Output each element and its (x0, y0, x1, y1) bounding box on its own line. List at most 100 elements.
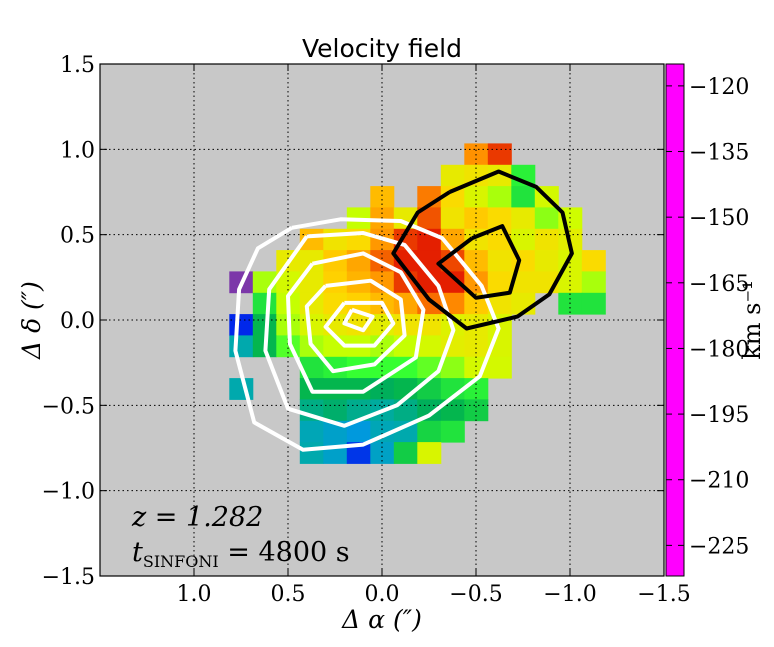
velocity-pixel (581, 250, 606, 272)
white-contour (233, 217, 501, 452)
flux-contours (233, 169, 574, 452)
axis-ticks: 1.0 0.5 0.0 −0.5 −1.0 −1.5 1.5 1.0 0.5 0.0 −0.5 −1.… (42, 53, 691, 607)
velocity-pixel (511, 186, 536, 208)
velocity-pixel (417, 271, 442, 294)
velocity-pixel (323, 356, 348, 379)
velocity-pixel (370, 186, 395, 208)
x-tick-label: 0.5 (271, 582, 306, 607)
velocity-pixel (534, 207, 559, 230)
y-tick-label: 1.0 (60, 138, 95, 163)
x-tick-label: 1.0 (177, 582, 212, 607)
exposure-value: = 4800 s (219, 537, 350, 568)
velocity-pixel (511, 228, 536, 251)
velocity-pixel (229, 314, 254, 336)
colorbar-tick-label: −210 (689, 469, 749, 494)
velocity-pixel (417, 207, 442, 230)
white-contour (286, 251, 426, 394)
velocity-pixel (417, 250, 442, 272)
black-contour (391, 169, 574, 331)
white-contour (342, 307, 375, 333)
velocity-pixel (229, 335, 254, 358)
velocity-pixel (464, 186, 489, 208)
velocity-pixel (581, 292, 606, 315)
redshift-annotation: z = 1.282 (131, 502, 263, 533)
velocity-pixel (370, 271, 395, 294)
velocity-pixel (487, 207, 512, 230)
velocity-pixel (417, 378, 442, 400)
velocity-pixel (299, 250, 324, 272)
exposure-subscript: SINFONI (143, 552, 219, 571)
velocity-pixel (534, 228, 559, 251)
x-tick-label: 0.0 (365, 582, 400, 607)
colorbar (665, 63, 685, 577)
colorbar-tick-label: −180 (689, 337, 749, 362)
exposure-t: t (132, 537, 143, 568)
x-axis-label: Δ α (″) (341, 605, 422, 634)
velocity-pixel (581, 271, 606, 294)
velocity-pixel (440, 271, 465, 294)
velocity-pixel (464, 164, 489, 187)
velocity-pixel (370, 442, 395, 464)
velocity-pixel (346, 442, 371, 464)
colorbar-tick-label: −225 (689, 534, 749, 559)
white-contour (323, 300, 396, 348)
velocity-pixel (487, 164, 512, 187)
velocity-pixel (440, 164, 465, 187)
velocity-pixel (511, 271, 536, 294)
velocity-pixel (558, 271, 583, 294)
velocity-pixel (393, 335, 418, 358)
y-tick-label: 1.5 (60, 53, 95, 78)
velocity-pixel (323, 378, 348, 400)
velocity-pixel (487, 250, 512, 272)
velocity-pixel (440, 207, 465, 230)
velocity-pixel (229, 378, 254, 400)
velocity-pixel (464, 335, 489, 358)
x-tick-label: −0.5 (449, 582, 502, 607)
velocity-pixel (393, 420, 418, 443)
velocity-pixel (417, 399, 442, 422)
velocity-pixel (323, 228, 348, 251)
velocity-pixel (511, 207, 536, 230)
velocity-pixel (534, 250, 559, 272)
y-tick-label: −1.0 (42, 480, 95, 505)
velocity-pixel (487, 292, 512, 315)
y-axis-label: Δ δ (″) (17, 281, 46, 360)
velocity-pixel (346, 420, 371, 443)
velocity-pixel (487, 271, 512, 294)
white-contour (304, 278, 407, 374)
velocity-pixel (487, 356, 512, 379)
velocity-pixel (299, 271, 324, 294)
velocity-pixel (299, 442, 324, 464)
colorbar-tick-label: −120 (689, 75, 749, 100)
velocity-pixel (252, 292, 277, 315)
velocity-pixel (487, 186, 512, 208)
velocity-pixel (440, 356, 465, 379)
velocity-pixel (299, 314, 324, 336)
velocity-pixel (346, 378, 371, 400)
velocity-pixel (323, 399, 348, 422)
velocity-pixel (417, 335, 442, 358)
velocity-pixel (393, 442, 418, 464)
colorbar-label: km s⁻¹ (738, 280, 766, 360)
y-tick-label: −1.5 (42, 565, 95, 590)
y-tick-label: −0.5 (42, 394, 95, 419)
x-tick-label: −1.0 (543, 582, 596, 607)
colorbar-tick-label: −195 (689, 403, 749, 428)
colorbar-tick-label: −135 (689, 141, 749, 166)
chart-title: Velocity field (302, 34, 462, 63)
velocity-pixel (464, 250, 489, 272)
velocity-pixel (487, 143, 512, 166)
velocity-pixel (417, 420, 442, 443)
black-contour (436, 224, 522, 300)
x-tick-label: −1.5 (637, 582, 690, 607)
velocity-pixel (299, 420, 324, 443)
colorbar-tick-label: −165 (689, 272, 749, 297)
velocity-pixel (417, 442, 442, 464)
velocity-pixel (440, 420, 465, 443)
exposure-time-annotation: tSINFONI = 4800 s (132, 537, 350, 571)
y-tick-label: 0.5 (60, 224, 95, 249)
colorbar-ticks: −120 −135 −150 −165 −180 −195 −210 −225 (666, 75, 749, 559)
colorbar-tick-label: −150 (689, 206, 749, 231)
y-tick-label: 0.0 (60, 309, 95, 334)
